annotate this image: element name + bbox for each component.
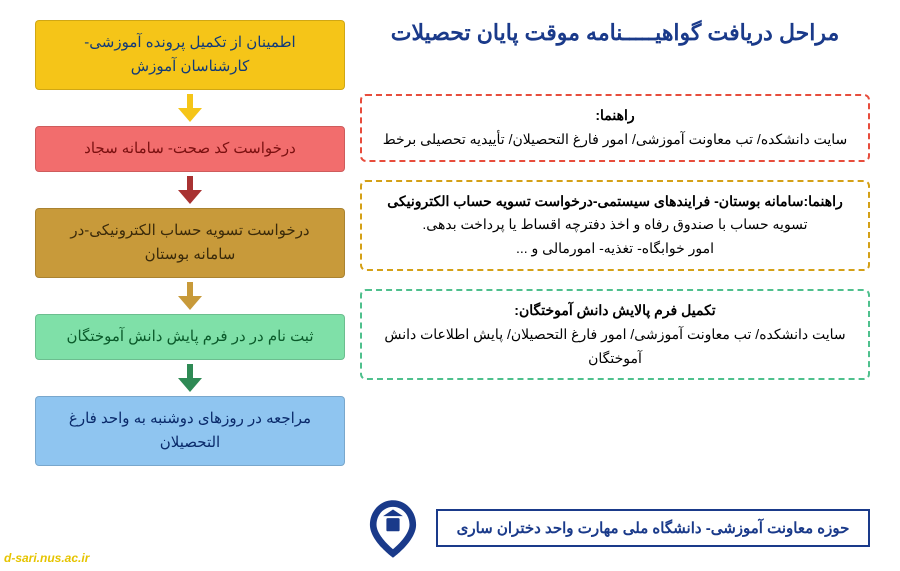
guide-box-3: تکمیل فرم پالایش دانش آموختگان: سایت دان… bbox=[360, 289, 870, 380]
step-1: اطمینان از تکمیل پرونده آموزشی- کارشناسا… bbox=[35, 20, 345, 90]
guide-body-2: تسویه حساب با صندوق رفاه و اخذ دفترچه اق… bbox=[376, 213, 854, 261]
guide-title-2: راهنما:سامانه بوستان- فرایندهای سیستمی-د… bbox=[387, 193, 843, 209]
guide-body-3: سایت دانشکده/ تب معاونت آموزشی/ امور فار… bbox=[376, 323, 854, 371]
footer-box: حوزه معاونت آموزشی- دانشگاه ملی مهارت وا… bbox=[436, 509, 870, 547]
flowchart-column: اطمینان از تکمیل پرونده آموزشی- کارشناسا… bbox=[20, 20, 360, 561]
step-3: درخواست تسویه حساب الکترونیکی-در سامانه … bbox=[35, 208, 345, 278]
guide-title-1: راهنما: bbox=[595, 107, 634, 123]
guide-box-2: راهنما:سامانه بوستان- فرایندهای سیستمی-د… bbox=[360, 180, 870, 271]
step-4: ثبت نام در در فرم پایش دانش آموختگان bbox=[35, 314, 345, 360]
step-2: درخواست کد صحت- سامانه سجاد bbox=[35, 126, 345, 172]
guide-box-1: راهنما: سایت دانشکده/ تب معاونت آموزشی/ … bbox=[360, 94, 870, 162]
university-logo-icon bbox=[360, 495, 426, 561]
step-5: مراجعه در روزهای دوشنبه به واحد فارغ الت… bbox=[35, 396, 345, 466]
guide-title-3: تکمیل فرم پالایش دانش آموختگان: bbox=[514, 302, 715, 318]
watermark: d-sari.nus.ac.ir bbox=[4, 551, 89, 565]
page-title: مراحل دریافت گواهیـــــنامه موقت پایان ت… bbox=[360, 20, 870, 46]
arrow-2 bbox=[178, 176, 202, 204]
guide-body-1: سایت دانشکده/ تب معاونت آموزشی/ امور فار… bbox=[376, 128, 854, 152]
arrow-3 bbox=[178, 282, 202, 310]
arrow-1 bbox=[178, 94, 202, 122]
footer-row: حوزه معاونت آموزشی- دانشگاه ملی مهارت وا… bbox=[360, 495, 870, 561]
arrow-4 bbox=[178, 364, 202, 392]
main-container: مراحل دریافت گواهیـــــنامه موقت پایان ت… bbox=[0, 0, 900, 571]
right-column: مراحل دریافت گواهیـــــنامه موقت پایان ت… bbox=[360, 20, 880, 561]
